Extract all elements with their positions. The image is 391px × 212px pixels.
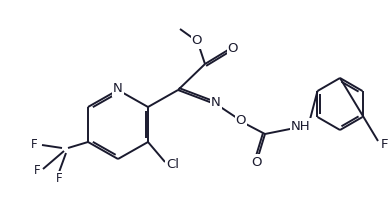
Text: O: O (252, 155, 262, 169)
Text: F: F (56, 172, 62, 184)
Text: O: O (192, 35, 202, 47)
Text: F: F (30, 138, 37, 151)
Text: F: F (381, 138, 389, 151)
Text: N: N (113, 82, 123, 95)
Text: F: F (34, 163, 40, 177)
Text: O: O (236, 114, 246, 127)
Text: N: N (211, 95, 221, 109)
Text: O: O (228, 42, 238, 56)
Text: NH: NH (291, 120, 311, 132)
Text: Cl: Cl (167, 158, 179, 170)
